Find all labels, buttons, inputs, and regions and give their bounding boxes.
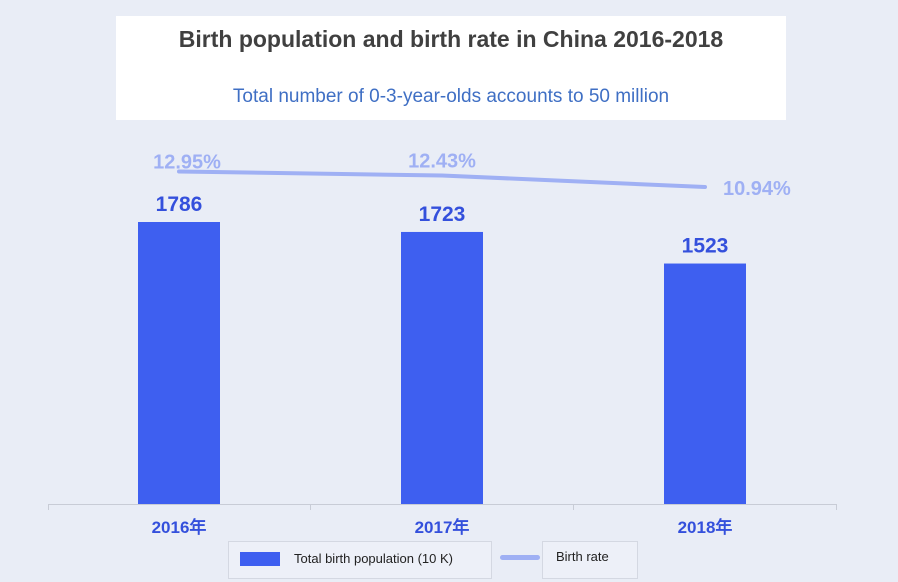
legend-label-line: Birth rate [556,549,609,564]
bar [401,231,483,504]
birth-rate-label: 12.95% [153,152,221,174]
bars-group [138,222,746,504]
bar-value-label: 1523 [682,235,729,258]
bar-value-label: 1723 [419,203,466,226]
line-series-group [177,169,707,189]
bar [664,263,746,504]
birth-rate-label: 12.43% [408,151,476,173]
legend-swatch-bar [240,552,280,566]
birth-rate-label: 10.94% [723,178,791,200]
chart-title: Birth population and birth rate in China… [178,26,724,52]
legend-label-bar: Total birth population (10 K) [294,551,453,566]
title-box: Birth population and birth rate in China… [116,16,786,120]
x-tick-label: 2018年 [678,517,733,537]
labels-group: 1786 1723 1523 12.95% 12.43% 10.94% [153,151,791,258]
legend-item-line: Birth rate [498,538,670,580]
legend-box-line [542,541,638,579]
legend-item-bar: Total birth population (10 K) [228,538,492,580]
x-axis: 2016年 2017年 2018年 [48,504,837,537]
x-tick-label: 2016年 [152,517,207,537]
legend-swatch-line [500,555,540,560]
birth-rate-line [177,169,707,189]
x-tick-label: 2017年 [415,517,470,537]
bar [138,222,220,504]
chart-subtitle: Total number of 0-3-year-olds accounts t… [232,86,670,107]
bar-value-label: 1786 [156,193,203,216]
